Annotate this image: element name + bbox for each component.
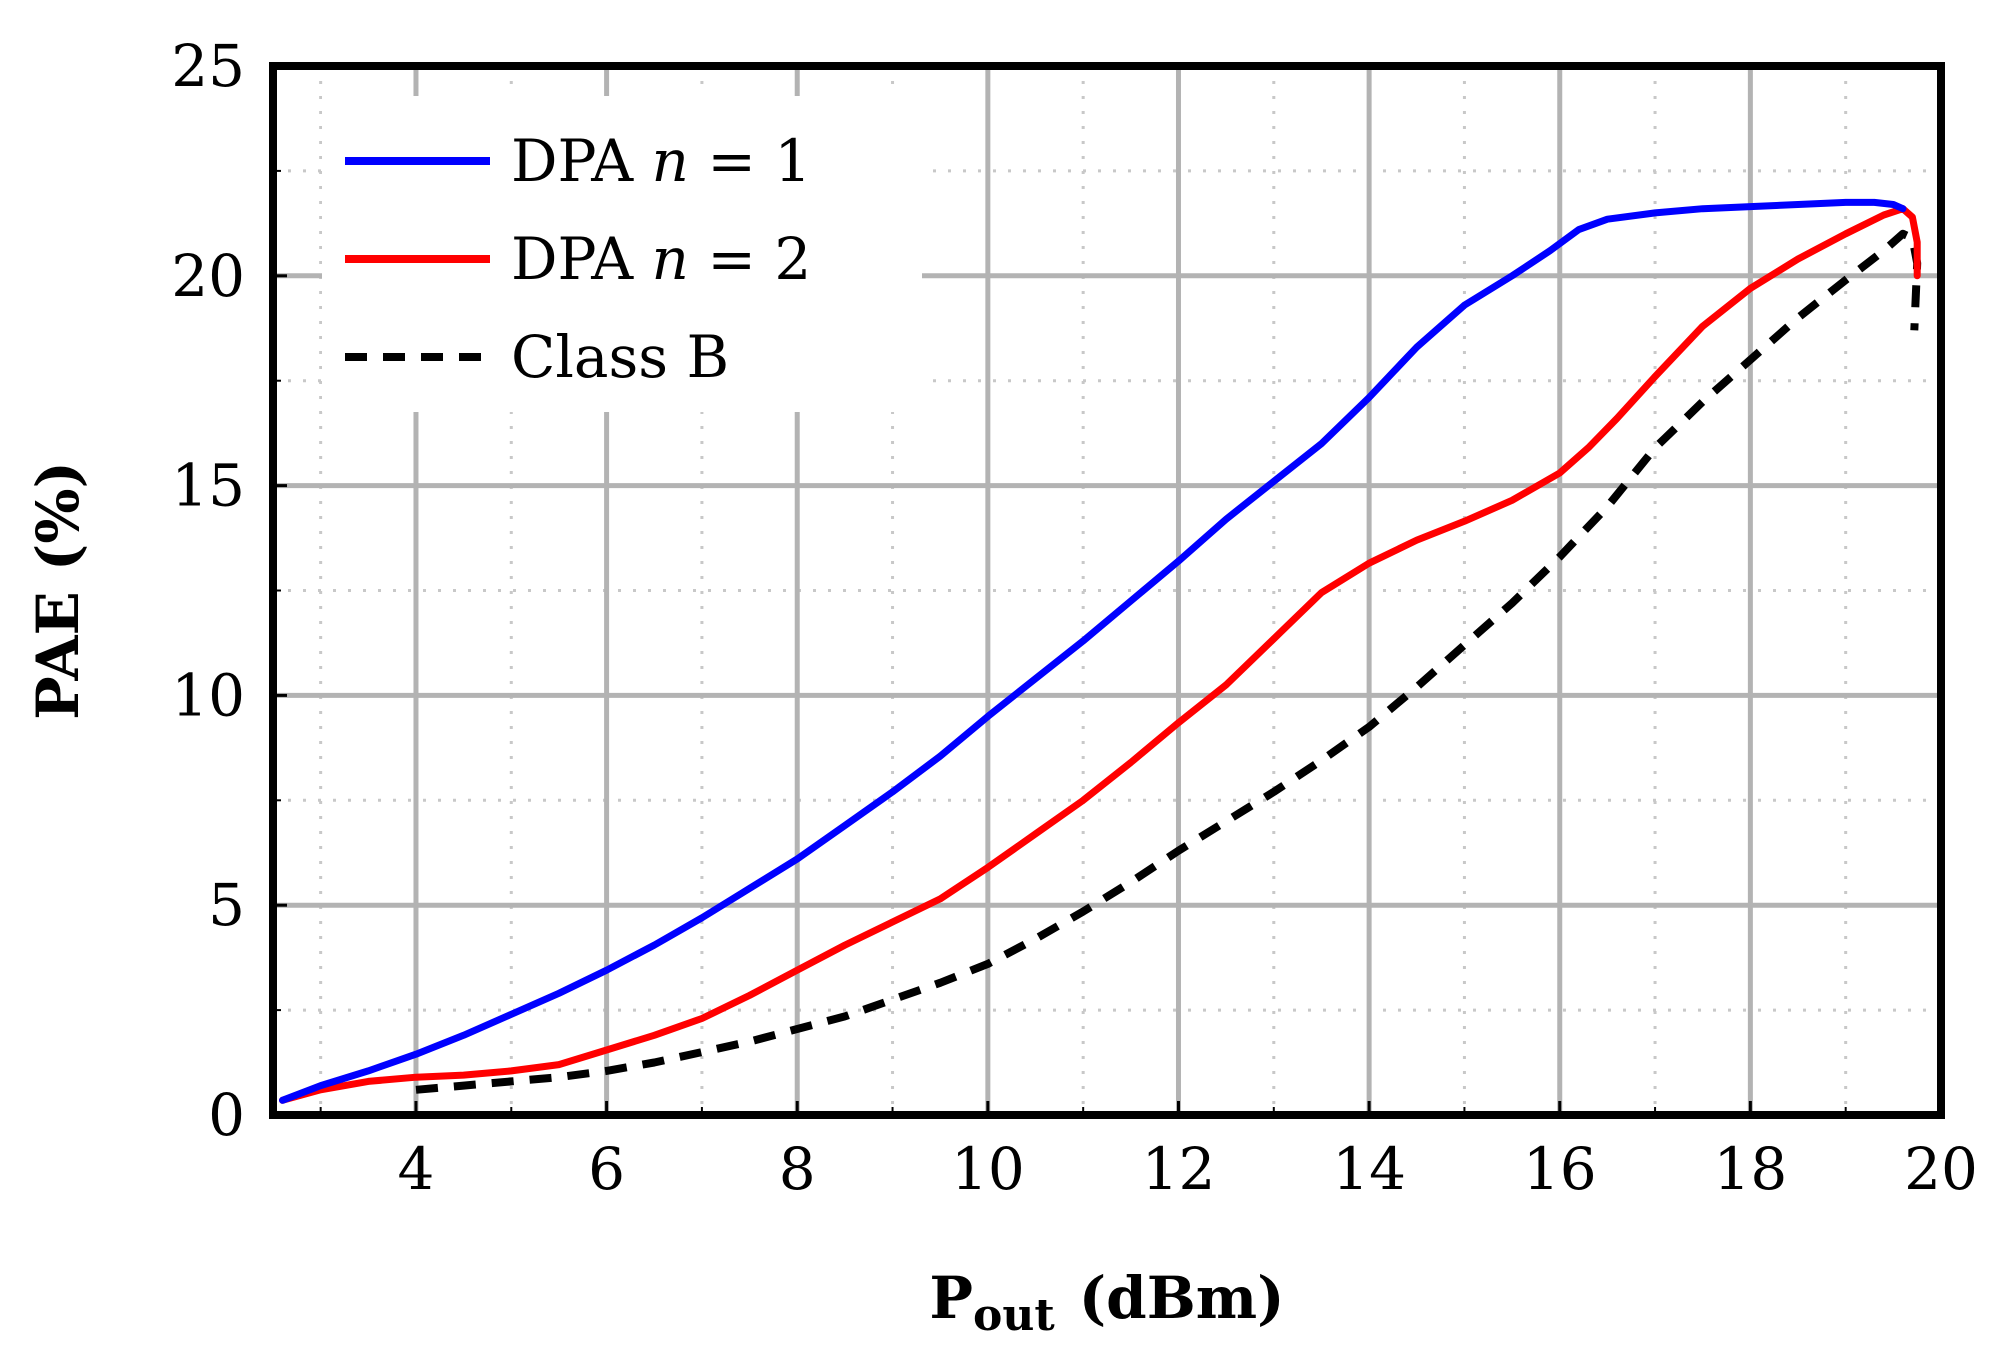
y-tick-label: 15 <box>171 452 245 520</box>
legend-label-dpa-n-1: DPA n = 1 <box>511 127 811 195</box>
y-tick-label: 20 <box>171 242 245 310</box>
x-tick-label: 14 <box>1332 1135 1406 1203</box>
x-axis-title: Pout (dBm) <box>929 1264 1284 1341</box>
major-grid <box>273 63 1944 1118</box>
x-axis-title-main: P <box>929 1264 973 1332</box>
x-axis-title-unit: (dBm) <box>1079 1264 1285 1332</box>
x-tick-label: 8 <box>779 1135 816 1203</box>
legend-label-class-b: Class B <box>511 323 729 391</box>
series-line-dpa-n-2 <box>279 205 1921 1104</box>
x-tick-label: 12 <box>1142 1135 1216 1203</box>
x-axis-ticks: 4 6 8 10 12 14 16 18 20 <box>319 1101 1978 1203</box>
series-layer <box>279 198 1922 1104</box>
y-axis-title: PAE (%) <box>24 461 92 720</box>
y-axis-ticks: 0 5 10 15 20 25 <box>171 32 287 1149</box>
series-line-class-b <box>415 229 1922 1094</box>
legend: DPA n = 1 DPA n = 2 Class B <box>322 96 922 412</box>
y-tick-label: 5 <box>208 871 245 939</box>
x-tick-label: 18 <box>1713 1135 1787 1203</box>
y-tick-label: 0 <box>208 1081 245 1149</box>
x-axis-title-subscript: out <box>973 1290 1055 1341</box>
legend-label-dpa-n-2: DPA n = 2 <box>511 225 811 293</box>
x-tick-label: 6 <box>588 1135 625 1203</box>
x-tick-label: 20 <box>1904 1135 1978 1203</box>
y-tick-label: 25 <box>171 32 245 100</box>
x-tick-label: 16 <box>1523 1135 1597 1203</box>
y-tick-label: 10 <box>171 661 245 729</box>
series-line-dpa-n-1 <box>279 198 1907 1104</box>
x-tick-label: 4 <box>398 1135 435 1203</box>
x-tick-label: 10 <box>951 1135 1025 1203</box>
